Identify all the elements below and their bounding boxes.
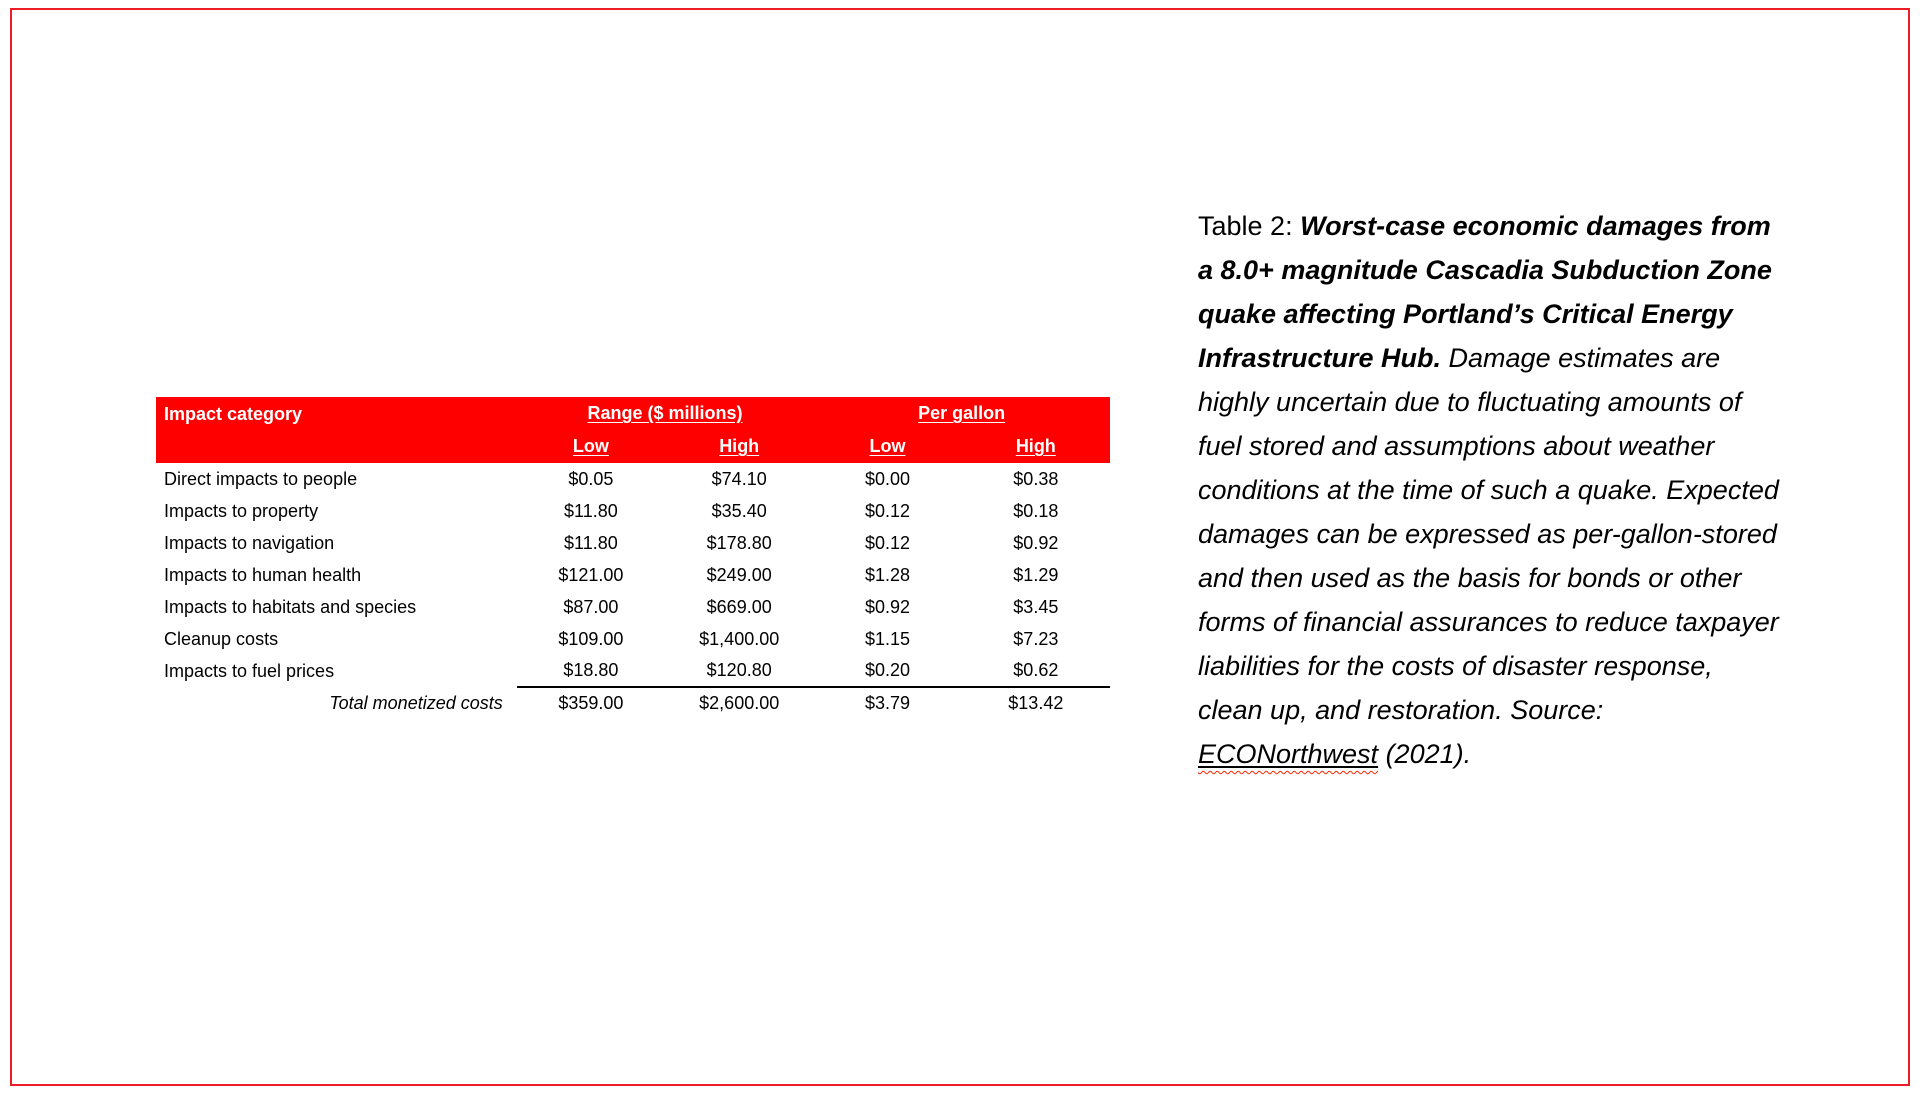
row-value: $1.28 [813, 559, 962, 591]
source-link-text[interactable]: ECONorthwest [1198, 739, 1379, 769]
table-row: Impacts to human health $121.00 $249.00 … [156, 559, 1110, 591]
total-label: Total monetized costs [156, 687, 517, 719]
row-value: $121.00 [516, 559, 666, 591]
row-value: $0.20 [813, 655, 962, 687]
header-group-range-label: Range ($ millions) [587, 403, 743, 423]
row-category: Cleanup costs [156, 623, 517, 655]
row-category: Impacts to human health [156, 559, 517, 591]
row-value: $120.80 [665, 655, 814, 687]
caption-body-text: Damage estimates are highly uncertain du… [1198, 343, 1779, 725]
source-link[interactable]: ECONorthwest [1198, 739, 1378, 769]
row-value: $7.23 [961, 623, 1110, 655]
table-row: Impacts to habitats and species $87.00 $… [156, 591, 1110, 623]
row-category: Impacts to fuel prices [156, 655, 517, 687]
table-row: Direct impacts to people $0.05 $74.10 $0… [156, 463, 1110, 495]
row-value: $0.18 [961, 495, 1110, 527]
header-gallon-low: Low [813, 430, 962, 463]
caption-suffix: (2021). [1378, 739, 1472, 769]
row-value: $0.38 [961, 463, 1110, 495]
header-range-low: Low [516, 430, 666, 463]
header-group-per-gallon: Per gallon [813, 397, 1110, 430]
row-category: Direct impacts to people [156, 463, 517, 495]
table-row: Impacts to property $11.80 $35.40 $0.12 … [156, 495, 1110, 527]
total-value: $2,600.00 [665, 686, 814, 719]
row-value: $1.29 [961, 559, 1110, 591]
page-border-frame: Impact category Range ($ millions) Per g… [10, 8, 1910, 1086]
header-impact-category: Impact category [156, 397, 517, 463]
row-value: $18.80 [516, 655, 666, 687]
row-value: $249.00 [665, 559, 814, 591]
row-value: $0.00 [813, 463, 962, 495]
header-group-range: Range ($ millions) [516, 397, 814, 430]
table-header: Impact category Range ($ millions) Per g… [156, 397, 1110, 463]
table-caption: Table 2: Worst-case economic damages fro… [1198, 204, 1784, 776]
header-range-high: High [665, 430, 814, 463]
row-category: Impacts to property [156, 495, 517, 527]
table-body: Direct impacts to people $0.05 $74.10 $0… [156, 463, 1110, 719]
header-gallon-high: High [961, 430, 1110, 463]
row-category: Impacts to navigation [156, 527, 517, 559]
row-value: $3.45 [961, 591, 1110, 623]
damages-table-grid: Impact category Range ($ millions) Per g… [156, 397, 1110, 719]
caption-bold-title: Worst-case economic damages from a 8.0+ … [1198, 211, 1772, 373]
table-row: Impacts to fuel prices $18.80 $120.80 $0… [156, 655, 1110, 687]
row-value: $669.00 [665, 591, 814, 623]
row-value: $87.00 [516, 591, 666, 623]
caption-table-number: Table 2: [1198, 211, 1301, 241]
row-value: $11.80 [516, 495, 666, 527]
row-value: $0.62 [961, 655, 1110, 687]
row-value: $178.80 [665, 527, 814, 559]
row-value: $0.92 [961, 527, 1110, 559]
row-value: $74.10 [665, 463, 814, 495]
table-row: Impacts to navigation $11.80 $178.80 $0.… [156, 527, 1110, 559]
table-row: Cleanup costs $109.00 $1,400.00 $1.15 $7… [156, 623, 1110, 655]
row-value: $0.05 [516, 463, 666, 495]
row-value: $109.00 [516, 623, 666, 655]
total-value: $13.42 [961, 686, 1110, 719]
header-group-per-gallon-label: Per gallon [918, 403, 1006, 423]
row-value: $1,400.00 [665, 623, 814, 655]
row-value: $1.15 [813, 623, 962, 655]
row-value: $11.80 [516, 527, 666, 559]
table-total-row: Total monetized costs $359.00 $2,600.00 … [156, 686, 1110, 719]
total-value: $3.79 [813, 686, 962, 719]
row-category: Impacts to habitats and species [156, 591, 517, 623]
row-value: $0.92 [813, 591, 962, 623]
row-value: $0.12 [813, 527, 962, 559]
damages-table: Impact category Range ($ millions) Per g… [156, 397, 1110, 719]
row-value: $35.40 [665, 495, 814, 527]
total-value: $359.00 [516, 686, 666, 719]
row-value: $0.12 [813, 495, 962, 527]
